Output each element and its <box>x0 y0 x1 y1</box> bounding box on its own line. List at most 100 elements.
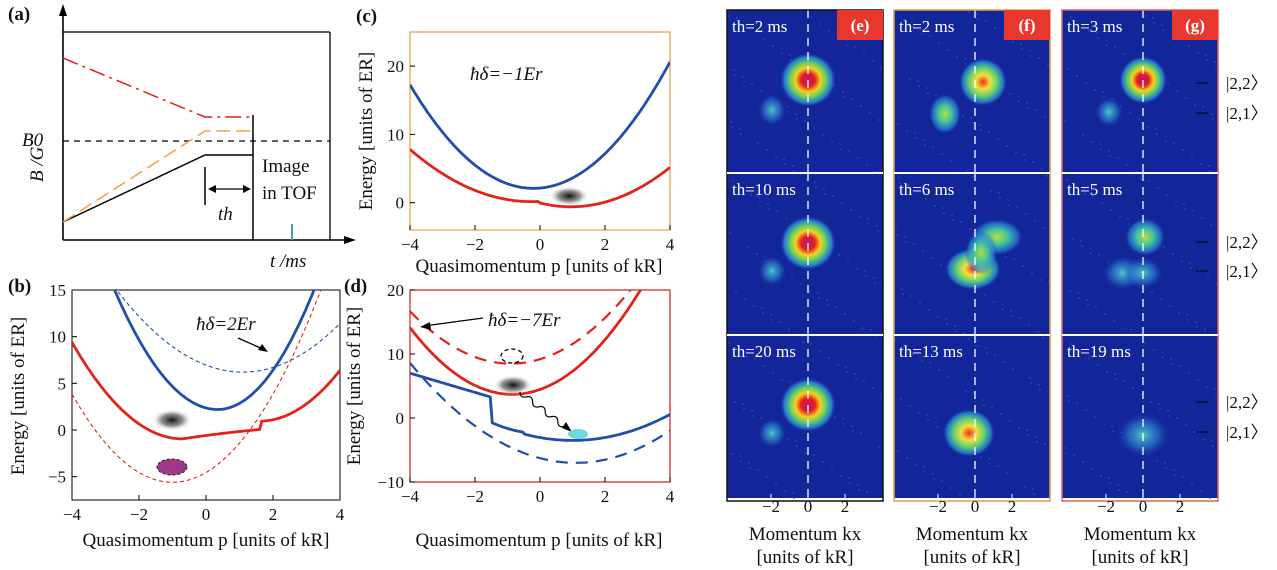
d-annotation: ħδ=−7Er <box>488 310 561 331</box>
image-noise <box>1205 54 1207 56</box>
image-noise <box>753 305 755 307</box>
image-noise <box>1041 168 1043 170</box>
image-noise <box>1212 118 1214 120</box>
image-noise <box>1192 210 1194 212</box>
image-noise <box>1035 109 1037 111</box>
image-frame: th=2 ms <box>894 10 1050 173</box>
image-noise <box>1021 48 1023 50</box>
image-noise <box>1214 388 1216 390</box>
image-noise <box>941 480 943 482</box>
b-band-0 <box>115 290 340 373</box>
image-noise <box>1032 488 1034 490</box>
d-annotation-arrowhead <box>420 322 431 330</box>
d-xtick-label: 4 <box>666 487 675 506</box>
image-noise <box>856 268 858 270</box>
image-noise <box>839 143 841 145</box>
image-noise <box>1152 17 1154 19</box>
c-xlabel: Quasimomentum p [units of kR] <box>416 256 663 277</box>
image-noise <box>1123 53 1125 55</box>
image-noise <box>1157 187 1159 189</box>
image-noise <box>1019 317 1021 319</box>
atom-cloud <box>758 94 786 126</box>
image-noise <box>805 452 807 454</box>
image-noise <box>1007 199 1009 201</box>
image-noise <box>784 490 786 492</box>
b-annotation-arrowhead <box>258 344 268 352</box>
image-noise <box>1100 148 1102 150</box>
image-noise <box>972 176 974 178</box>
c-ytick-label: 0 <box>396 194 405 213</box>
image-noise <box>1122 327 1124 329</box>
image-noise <box>915 464 917 466</box>
image-noise <box>1070 16 1072 18</box>
b-xtick-label: −2 <box>130 505 148 524</box>
column-border <box>1061 9 1219 502</box>
image-noise <box>942 207 944 209</box>
image-noise <box>937 316 939 318</box>
image-noise <box>841 202 843 204</box>
image-noise <box>1048 281 1050 283</box>
d-decay-arrowhead <box>562 422 572 432</box>
image-noise <box>793 170 795 172</box>
image-noise <box>810 16 812 18</box>
image-noise <box>775 483 777 485</box>
image-noise <box>731 126 733 128</box>
image-noise <box>1197 379 1199 381</box>
image-noise <box>1012 368 1014 370</box>
state-label: |2,1〉 <box>1226 104 1268 123</box>
a-ylabel: B /G <box>27 146 48 182</box>
image-noise <box>768 208 770 210</box>
image-noise <box>1160 298 1162 300</box>
b-cloud <box>152 409 192 431</box>
image-noise <box>955 330 957 332</box>
image-noise <box>1132 387 1134 389</box>
image-noise <box>1092 195 1094 197</box>
image-noise <box>1106 44 1108 46</box>
image-noise <box>895 229 897 231</box>
image-noise <box>1187 319 1189 321</box>
image-noise <box>766 149 768 151</box>
a-image-text-2: in TOF <box>262 183 317 204</box>
image-noise <box>1212 445 1214 447</box>
image-noise <box>1080 240 1082 242</box>
image-noise <box>1166 194 1168 196</box>
image-noise <box>1042 337 1044 339</box>
image-noise <box>959 167 961 169</box>
image-noise <box>1076 75 1078 77</box>
image-noise <box>910 295 912 297</box>
image-noise <box>1029 50 1031 52</box>
image-noise <box>788 328 790 330</box>
image-noise <box>913 243 915 245</box>
image-noise <box>806 179 808 181</box>
image-noise <box>930 367 932 369</box>
panel-label-d: (d) <box>344 276 367 297</box>
c-annotation: ħδ=−1Er <box>470 64 543 85</box>
image-noise <box>1067 68 1069 70</box>
a-ramp-red <box>62 57 253 118</box>
image-noise <box>894 12 896 14</box>
image-noise <box>869 439 871 441</box>
image-noise <box>1103 96 1105 98</box>
panel-badge <box>1004 10 1050 40</box>
image-xtick-label: 2 <box>841 497 850 516</box>
image-noise <box>857 484 859 486</box>
image-noise <box>1111 425 1113 427</box>
image-noise <box>1167 410 1169 412</box>
image-noise <box>865 275 867 277</box>
image-noise <box>759 201 761 203</box>
image-noise <box>1044 443 1046 445</box>
image-noise <box>926 414 928 416</box>
image-noise <box>793 497 795 499</box>
image-noise <box>920 28 922 30</box>
image-noise <box>1109 155 1111 157</box>
image-noise <box>742 403 744 405</box>
state-label: |2,1〉 <box>1226 262 1268 281</box>
image-noise <box>918 412 920 414</box>
image-noise <box>1194 104 1196 106</box>
image-noise <box>946 323 948 325</box>
image-noise <box>881 67 883 69</box>
image-noise <box>1012 41 1014 43</box>
hold-time-label: th=6 ms <box>899 180 954 199</box>
d-xtick-label: −2 <box>466 487 484 506</box>
panel-b: (b) −4 −2 0 2 4 15 10 5 0 −5 ħδ=2Er Energy [units… <box>8 276 345 551</box>
